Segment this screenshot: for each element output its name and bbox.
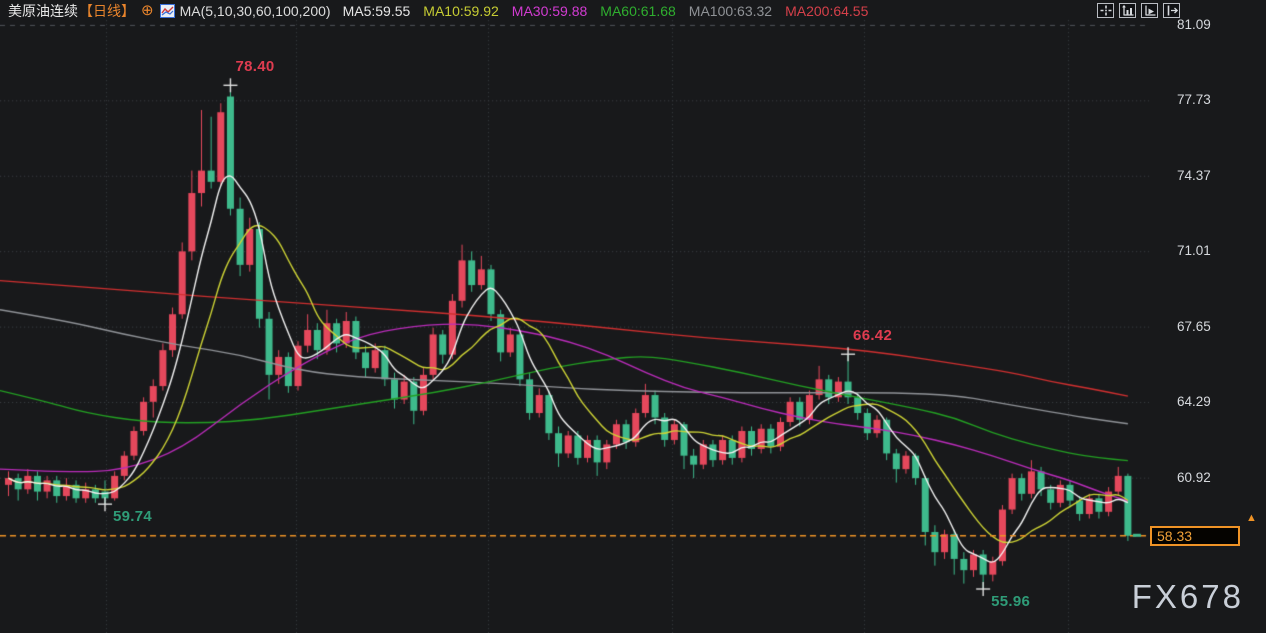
price-arrow-icon: ▲ (1246, 512, 1257, 524)
y-axis-label: 74.37 (1177, 167, 1211, 183)
ma10-value: MA10:59.92 (423, 3, 499, 19)
fx678-watermark: FX678 (1131, 578, 1244, 615)
ma60-value: MA60:61.68 (600, 3, 676, 19)
low-price-annotation: 59.74 (113, 508, 153, 526)
collapse-panel-button[interactable] (1163, 3, 1180, 18)
y-axis-label: 64.29 (1177, 394, 1211, 410)
high-price-annotation: 66.42 (853, 327, 893, 345)
y-axis-label: 81.09 (1177, 16, 1211, 32)
y-axis-label: 60.92 (1177, 469, 1211, 485)
period-selector[interactable]: 【日线】 (79, 3, 135, 19)
symbol-name: 美原油连续 (8, 3, 78, 19)
crosshair-button[interactable] (1097, 3, 1114, 18)
right-scale-button[interactable] (1141, 3, 1158, 18)
ma-group-label: MA(5,10,30,60,100,200) (179, 3, 331, 19)
chart-header: 美原油连续 【日线】 ⊕ MA(5,10,30,60,100,200) MA5:… (8, 2, 881, 20)
left-scale-button[interactable] (1119, 3, 1136, 18)
y-axis-label: 67.65 (1177, 318, 1211, 334)
current-price-label: 58.33 (1150, 526, 1240, 546)
ma100-value: MA100:63.32 (688, 3, 773, 19)
y-axis-label: 77.73 (1177, 92, 1211, 108)
circle-plus-icon[interactable]: ⊕ (141, 2, 154, 19)
y-axis-label: 71.01 (1177, 243, 1211, 259)
chart-toolbar (1097, 3, 1180, 18)
low-price-annotation: 55.96 (991, 593, 1031, 610)
ma200-value: MA200:64.55 (785, 3, 869, 19)
mini-chart-icon[interactable] (159, 4, 175, 18)
high-price-annotation: 78.40 (235, 58, 275, 76)
ma5-value: MA5:59.55 (342, 3, 411, 19)
ma30-value: MA30:59.88 (511, 3, 588, 19)
